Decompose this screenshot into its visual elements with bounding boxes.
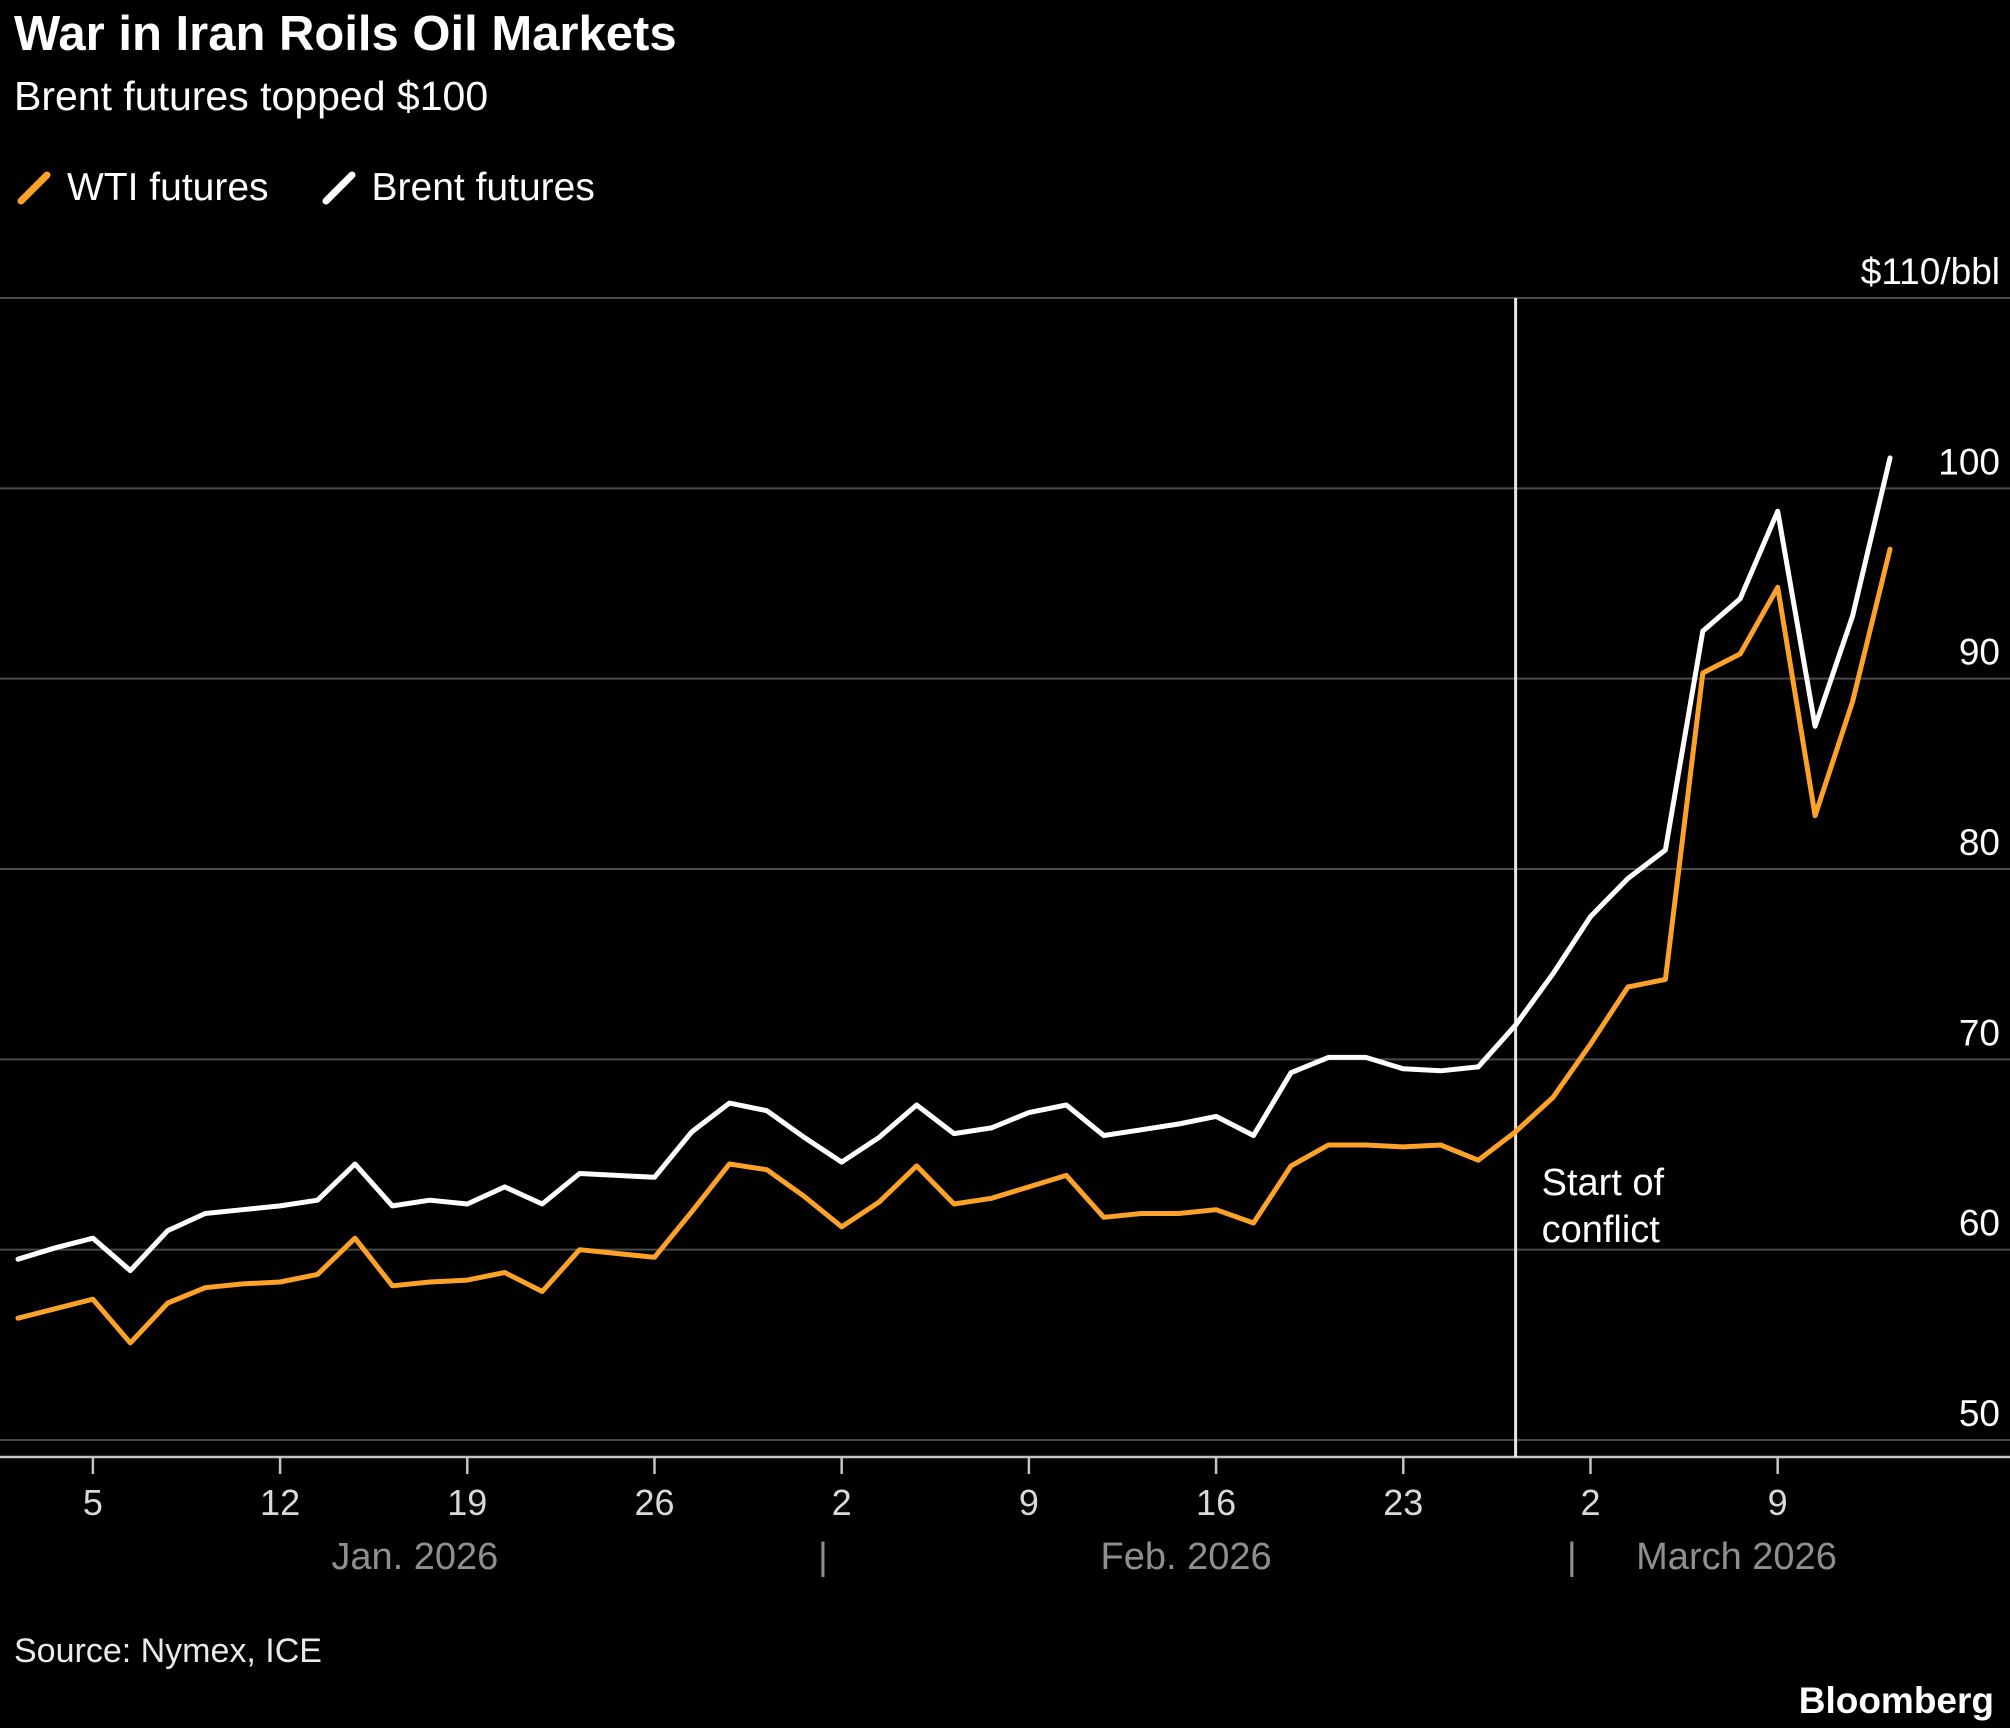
x-axis-month-divider: | xyxy=(818,1536,828,1578)
wti-line-swatch-icon xyxy=(17,171,51,205)
x-axis-day-label: 2 xyxy=(1580,1482,1600,1523)
x-axis-day-label: 9 xyxy=(1019,1482,1039,1523)
y-axis-label-100: 100 xyxy=(1938,441,2000,482)
legend: WTI futures Brent futures xyxy=(16,166,595,210)
x-axis-month-label: March 2026 xyxy=(1636,1536,1837,1578)
x-axis-day-label: 23 xyxy=(1383,1482,1423,1523)
source-note: Source: Nymex, ICE xyxy=(14,1632,322,1670)
y-axis-label-70: 70 xyxy=(1959,1012,2000,1053)
y-axis-unit-label: $110/bbl xyxy=(1861,251,2000,292)
bloomberg-logo: Bloomberg xyxy=(1798,1680,1994,1721)
y-axis-label-80: 80 xyxy=(1959,822,2000,863)
x-axis-month-divider: | xyxy=(1567,1536,1577,1578)
brent-swatch-stroke xyxy=(322,171,356,205)
y-axis-label-50: 50 xyxy=(1959,1393,2000,1434)
chart-subtitle: Brent futures topped $100 xyxy=(14,72,489,119)
wti-swatch-stroke xyxy=(17,171,51,205)
conflict-annotation-line-1: Start of xyxy=(1542,1162,1665,1204)
legend-item-brent: Brent futures xyxy=(321,166,595,210)
x-axis-day-label: 19 xyxy=(447,1482,487,1523)
brent-line-swatch-icon xyxy=(322,171,356,205)
x-axis-day-label: 2 xyxy=(832,1482,852,1523)
conflict-annotation-line-2: conflict xyxy=(1542,1209,1661,1251)
legend-label-brent: Brent futures xyxy=(371,166,595,209)
y-axis-label-90: 90 xyxy=(1959,632,2000,673)
x-axis-month-label: Feb. 2026 xyxy=(1101,1536,1272,1578)
y-axis-label-60: 60 xyxy=(1959,1203,2000,1244)
x-axis-day-label: 12 xyxy=(260,1482,300,1523)
brent-price-line xyxy=(15,455,1893,1274)
x-axis-day-label: 16 xyxy=(1196,1482,1236,1523)
wti-price-line xyxy=(15,546,1893,1346)
x-axis-day-label: 26 xyxy=(634,1482,674,1523)
chart-title: War in Iran Roils Oil Markets xyxy=(14,7,677,61)
chart-header: War in Iran Roils Oil Markets Brent futu… xyxy=(14,7,677,119)
legend-item-wti: WTI futures xyxy=(16,166,269,210)
x-axis-day-label: 5 xyxy=(83,1482,103,1523)
x-axis-day-label: 9 xyxy=(1768,1482,1788,1523)
legend-label-wti: WTI futures xyxy=(67,166,269,209)
x-axis-month-label: Jan. 2026 xyxy=(331,1536,498,1578)
